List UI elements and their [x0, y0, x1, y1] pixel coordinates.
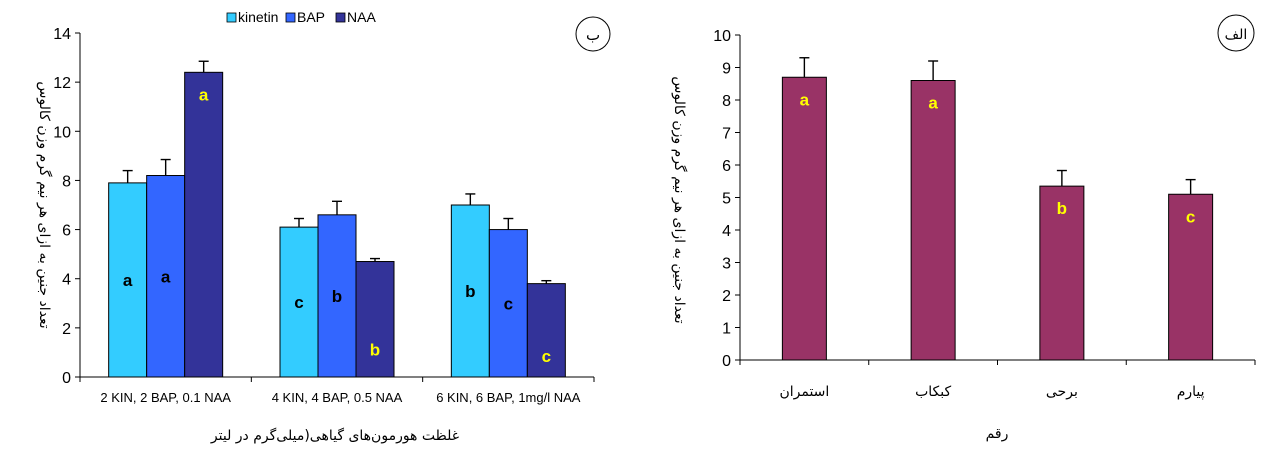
- panel-label-b: ب: [576, 17, 610, 51]
- y-tick-label: 0: [722, 353, 731, 370]
- legend-swatch-naa: [336, 13, 345, 22]
- legend-label-kinetin: kinetin: [238, 9, 278, 25]
- y-tick-label: 4: [62, 272, 71, 289]
- x-category-label: برحی: [1046, 384, 1078, 400]
- bar-group: a a a c b b b c c: [109, 61, 566, 377]
- legend-label-naa: NAA: [347, 9, 376, 25]
- x-category-label: 2 KIN, 2 BAP, 0.1 NAA: [100, 390, 231, 405]
- y-tick-label: 2: [62, 321, 71, 338]
- chart-b: 0 2 4 6 8 10 12 14 a a a c b b b c c 2 KIN, 2 BAP, 0.1 …: [36, 9, 610, 444]
- significance-letter: b: [465, 282, 475, 301]
- x-category-label: 6 KIN, 6 BAP, 1mg/l NAA: [436, 390, 581, 405]
- x-axis-ticks: 2 KIN, 2 BAP, 0.1 NAA 4 KIN, 4 BAP, 0.5 N…: [80, 377, 594, 405]
- significance-letter: a: [800, 90, 810, 109]
- bar: [356, 262, 394, 377]
- y-tick-label: 10: [53, 124, 71, 141]
- x-axis-ticks: استمران کبکاب برحی پیارم: [740, 360, 1255, 400]
- legend-swatch-bap: [286, 13, 295, 22]
- x-category-label: پیارم: [1177, 384, 1205, 400]
- panel-label-b-text: ب: [586, 26, 600, 44]
- y-tick-label: 5: [722, 191, 731, 208]
- y-axis-title: تعداد جنین به ازای هر نیم گرم وزن کالوس: [36, 81, 53, 328]
- y-tick-label: 1: [722, 321, 731, 338]
- x-category-label: استمران: [779, 384, 829, 400]
- y-tick-label: 6: [722, 158, 731, 175]
- significance-letter: b: [332, 287, 342, 306]
- significance-letter: a: [123, 271, 133, 290]
- y-axis-ticks: 0 2 4 6 8 10 12 14: [53, 26, 80, 387]
- y-tick-label: 8: [62, 173, 71, 190]
- significance-letter: a: [161, 267, 171, 286]
- panel-label-alef-text: الف: [1225, 27, 1248, 43]
- y-tick-label: 14: [53, 26, 71, 43]
- bar-group: a a b c: [782, 58, 1212, 360]
- y-tick-label: 3: [722, 256, 731, 273]
- significance-letter: c: [504, 294, 513, 313]
- bar: [782, 77, 826, 360]
- x-axis-title: غلظت هورمون‌های گیاهی(میلی‌گرم در لیتر: [210, 427, 459, 444]
- x-axis-title: رقم: [986, 426, 1009, 442]
- significance-letter: c: [294, 293, 303, 312]
- y-tick-label: 2: [722, 288, 731, 305]
- significance-letter: a: [928, 94, 938, 113]
- bar: [185, 72, 223, 377]
- y-tick-label: 9: [722, 61, 731, 78]
- panel-label-alef: الف: [1218, 15, 1254, 51]
- y-tick-label: 8: [722, 93, 731, 110]
- legend: kinetin BAP NAA: [227, 9, 376, 25]
- y-tick-label: 4: [722, 223, 731, 240]
- significance-letter: b: [370, 340, 380, 359]
- y-tick-label: 12: [53, 75, 71, 92]
- y-tick-label: 6: [62, 223, 71, 240]
- bar: [911, 81, 955, 361]
- y-axis-ticks: 0 1 2 3 4 5 6 7 8 9 10: [713, 28, 740, 370]
- y-tick-label: 7: [722, 126, 731, 143]
- x-category-label: 4 KIN, 4 BAP, 0.5 NAA: [272, 390, 403, 405]
- x-category-label: کبکاب: [915, 384, 951, 400]
- legend-swatch-kinetin: [227, 13, 236, 22]
- significance-letter: c: [1186, 207, 1195, 226]
- significance-letter: c: [542, 347, 551, 366]
- y-axis-title: تعداد جنین به ازای هر نیم گرم وزن کالوس: [671, 76, 688, 323]
- y-tick-label: 10: [713, 28, 731, 45]
- significance-letter: a: [199, 85, 209, 104]
- significance-letter: b: [1057, 199, 1067, 218]
- legend-label-bap: BAP: [297, 9, 325, 25]
- y-tick-label: 0: [62, 370, 71, 387]
